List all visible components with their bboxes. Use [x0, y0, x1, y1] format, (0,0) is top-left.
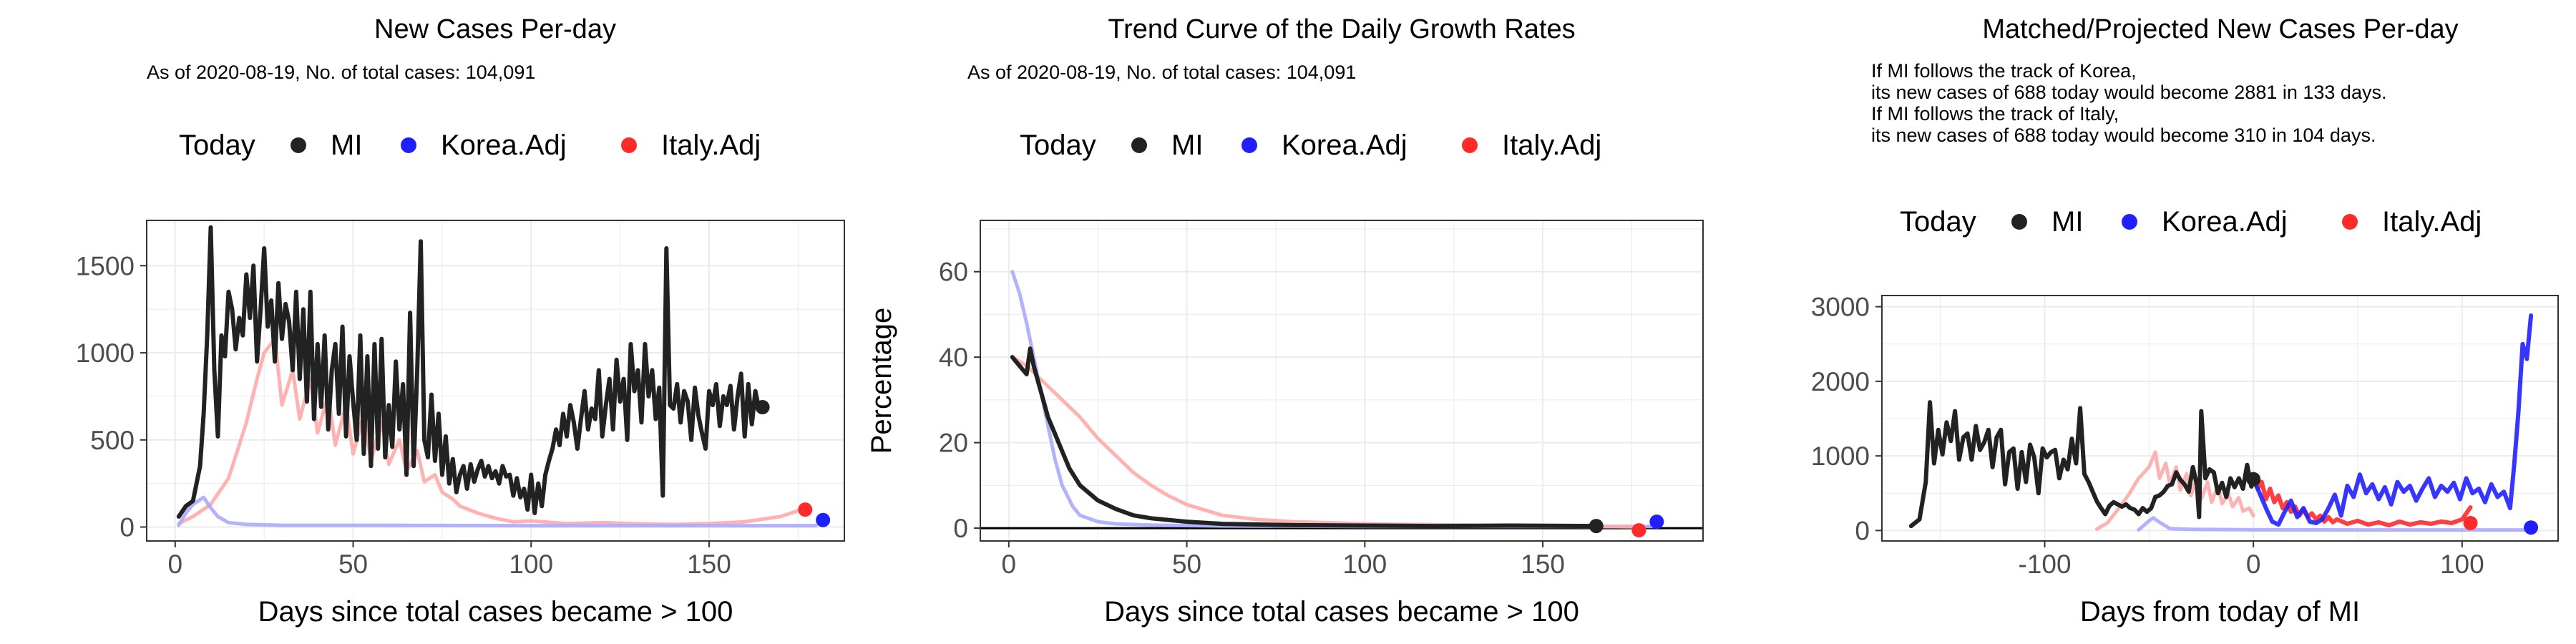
chart-panel-1: New Cases Per-day As of 2020-08-19, No. o…: [76, 14, 845, 628]
y-tick-label: 1500: [76, 251, 135, 280]
today-point-italy-adj: [1631, 523, 1646, 538]
today-point-italy-adj: [798, 502, 813, 517]
legend-key: [2122, 214, 2137, 230]
x-tick-label: 100: [2440, 550, 2484, 579]
plot-frame: [146, 220, 845, 542]
chart-title: Trend Curve of the Daily Growth Rates: [1108, 14, 1575, 44]
today-point-mi: [1589, 519, 1604, 534]
x-axis-label: Days since total cases became > 100: [1104, 596, 1579, 628]
grid: [1882, 296, 2558, 541]
legend-label: Korea.Adj: [2162, 206, 2288, 238]
legend-key: [1462, 137, 1478, 153]
today-point-korea-adj: [816, 512, 831, 527]
y-tick-label: 3000: [1811, 293, 1870, 322]
series-line-italy-adj: [1010, 355, 1641, 529]
plot-frame: [1881, 295, 2559, 542]
chart-subtitle: As of 2020-08-19, No. of total cases: 10…: [967, 62, 1356, 83]
chart-panel-3: Matched/Projected New Cases Per-day If MI…: [1811, 14, 2559, 628]
y-tick-label: 2000: [1811, 367, 1870, 396]
legend-key: [291, 137, 306, 153]
legend: Today MI Korea.Adj Italy.Adj: [1020, 130, 1601, 161]
series-line-mi: [1908, 400, 2256, 529]
legend-title: Today: [1900, 206, 1976, 238]
legend-label: Korea.Adj: [441, 130, 567, 161]
x-tick-label: 50: [338, 550, 368, 579]
legend-title: Today: [1020, 130, 1096, 161]
y-tick-label: 20: [939, 429, 968, 458]
y-tick-label: 0: [119, 513, 135, 542]
chart-title: New Cases Per-day: [374, 14, 616, 44]
series-line-korea-adj: [2137, 516, 2527, 532]
x-tick-label: 100: [509, 550, 553, 579]
x-tick-label: -100: [2018, 550, 2071, 579]
x-tick-label: 150: [1521, 550, 1565, 579]
legend-label: MI: [2051, 206, 2083, 238]
today-point-mi: [755, 400, 770, 415]
series-line-korea-adj: [177, 495, 818, 528]
legend-key: [1241, 137, 1257, 153]
x-tick-label: 100: [1342, 550, 1387, 579]
y-axis-label: Percentage: [866, 308, 897, 454]
legend-label: Korea.Adj: [1282, 130, 1407, 161]
y-tick-label: 500: [90, 426, 135, 455]
y-tick-label: 0: [953, 514, 968, 543]
legend-key: [2011, 214, 2027, 230]
legend-label: MI: [331, 130, 362, 161]
series-line-italy-adj: [2094, 450, 2255, 531]
y-tick-label: 1000: [1811, 441, 1870, 471]
series-line-korea-adj: [1010, 270, 1659, 529]
legend-key: [1131, 137, 1147, 153]
today-point-mi: [2246, 472, 2261, 487]
legend-label: Italy.Adj: [661, 130, 761, 161]
x-tick-label: 0: [1002, 550, 1017, 579]
series-group: [1010, 270, 1664, 538]
legend-label: Italy.Adj: [2382, 206, 2482, 238]
annotation-line: its new cases of 688 today would become …: [1871, 125, 2376, 146]
chart-subtitle: As of 2020-08-19, No. of total cases: 10…: [147, 62, 535, 83]
grid: [980, 220, 1703, 541]
legend-title: Today: [179, 130, 255, 161]
legend-label: MI: [1171, 130, 1203, 161]
x-tick-label: 0: [2246, 550, 2261, 579]
legend: Today MI Korea.Adj Italy.Adj: [1900, 206, 2482, 238]
chart-title: Matched/Projected New Cases Per-day: [1982, 14, 2458, 44]
x-tick-label: 0: [168, 550, 183, 579]
x-axis-label: Days from today of MI: [2080, 596, 2360, 628]
today-point-korea-adj: [1649, 514, 1664, 530]
legend: Today MI Korea.Adj Italy.Adj: [179, 130, 761, 161]
y-tick-label: 60: [939, 258, 968, 287]
annotation-line: If MI follows the track of Korea,: [1871, 60, 2137, 82]
today-point-korea-adj: [2524, 520, 2539, 535]
legend-key: [2342, 214, 2358, 230]
annotation-line: its new cases of 688 today would become …: [1871, 82, 2386, 103]
series-line-korea-adj: [2251, 313, 2534, 527]
plot-frame: [980, 220, 1704, 542]
series-line-mi: [1010, 346, 1599, 529]
y-tick-label: 40: [939, 343, 968, 372]
legend-key: [621, 137, 637, 153]
legend-label: Italy.Adj: [1502, 130, 1601, 161]
chart-panel-2: Trend Curve of the Daily Growth Rates As …: [866, 14, 1704, 628]
y-tick-label: 1000: [76, 338, 135, 368]
legend-key: [401, 137, 416, 153]
series-group: [1908, 313, 2539, 535]
y-tick-label: 0: [1855, 516, 1870, 545]
x-tick-label: 150: [687, 550, 731, 579]
x-tick-label: 50: [1172, 550, 1201, 579]
x-axis-label: Days since total cases became > 100: [258, 596, 733, 628]
series-line-mi: [176, 225, 765, 519]
annotation-line: If MI follows the track of Italy,: [1871, 103, 2119, 125]
today-point-italy-adj: [2463, 515, 2478, 530]
series-group: [176, 225, 831, 528]
